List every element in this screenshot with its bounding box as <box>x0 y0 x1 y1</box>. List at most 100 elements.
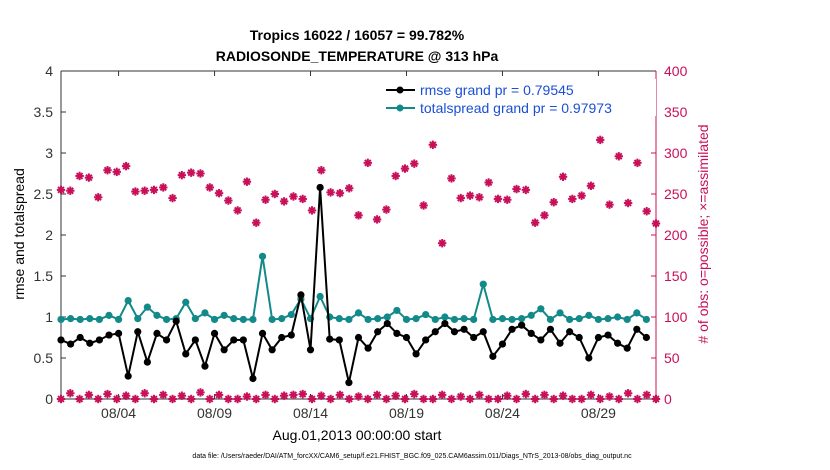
obs-assimilated-marker <box>512 394 521 404</box>
obs-possible-marker <box>289 192 298 201</box>
obs-assimilated-marker <box>149 394 159 404</box>
obs-assimilated-marker <box>475 390 484 400</box>
totalspread-point <box>604 315 612 323</box>
y-right-tick-label: 300 <box>664 145 688 161</box>
obs-possible-marker <box>131 187 140 196</box>
obs-possible-marker <box>279 197 289 206</box>
rmse-point <box>537 336 545 344</box>
obs-assimilated-marker <box>642 390 651 400</box>
obs-assimilated-marker <box>214 390 224 400</box>
obs-possible-marker <box>465 191 475 200</box>
totalspread-point <box>364 315 372 324</box>
rmse-point <box>623 344 631 352</box>
totalspread-point <box>124 297 132 305</box>
rmse-point <box>210 329 219 337</box>
series-layer <box>56 135 661 404</box>
rmse-point <box>249 374 257 383</box>
obs-assimilated-marker <box>363 394 372 404</box>
obs-possible-marker <box>577 191 586 200</box>
obs-possible-marker <box>196 169 205 178</box>
obs-possible-marker <box>121 161 131 171</box>
obs-possible-marker <box>540 211 549 220</box>
obs-possible-marker <box>75 171 84 181</box>
obs-possible-marker <box>103 166 112 175</box>
totalspread-point <box>642 315 651 324</box>
rmse-point <box>105 331 113 339</box>
rmse-point <box>297 291 305 299</box>
totalspread-point <box>374 315 382 323</box>
y-left-tick-label: 0 <box>45 391 53 407</box>
obs-possible-marker <box>56 185 66 195</box>
rmse-point <box>124 372 132 380</box>
obs-assimilated-marker <box>558 391 568 400</box>
rmse-point <box>57 336 65 344</box>
obs-possible-marker <box>252 218 261 227</box>
y-left-tick-label: 2 <box>45 227 53 243</box>
obs-assimilated-marker <box>540 390 549 400</box>
obs-possible-marker <box>596 135 605 145</box>
obs-possible-marker <box>84 173 94 182</box>
legend-rmse-marker <box>396 86 404 94</box>
obs-possible-marker <box>568 194 577 204</box>
totalspread-point <box>86 315 94 323</box>
obs-possible-marker <box>261 195 270 204</box>
obs-possible-marker <box>530 218 540 227</box>
obs-possible-marker <box>168 193 177 203</box>
obs-assimilated-marker <box>307 394 317 404</box>
totalspread-point <box>134 315 142 323</box>
y-left-tick-label: 2.5 <box>34 186 54 202</box>
obs-assimilated-marker <box>530 394 540 404</box>
chart-title-line2: RADIOSONDE_TEMPERATURE @ 313 hPa <box>216 48 499 64</box>
totalspread-point <box>518 315 526 323</box>
obs-assimilated-marker <box>279 391 289 400</box>
chart-title-line1: Tropics 16022 / 16057 = 99.782% <box>250 27 465 43</box>
y-axis-label-right: # of obs: o=possible; ×=assimilated <box>695 124 711 343</box>
rmse-point <box>460 325 468 333</box>
obs-possible-marker <box>345 184 354 193</box>
rmse-point <box>287 331 295 339</box>
totalspread-point <box>566 315 574 324</box>
totalspread-point <box>614 313 622 321</box>
obs-possible-marker <box>503 195 512 204</box>
obs-assimilated-marker <box>177 391 187 400</box>
totalspread-point <box>402 315 411 324</box>
rmse-point <box>278 333 286 342</box>
obs-assimilated-marker <box>103 389 112 399</box>
obs-assimilated-marker <box>456 392 465 401</box>
totalspread-point <box>479 280 487 288</box>
totalspread-point <box>114 315 123 324</box>
y-right-tick-label: 200 <box>664 227 688 243</box>
rmse-point <box>95 336 103 344</box>
totalspread-point <box>441 313 449 321</box>
rmse-point <box>402 333 411 342</box>
obs-assimilated-marker <box>382 394 391 404</box>
obs-possible-marker <box>372 215 382 224</box>
obs-possible-marker <box>493 194 503 204</box>
obs-possible-marker <box>159 183 168 192</box>
rmse-point <box>604 331 612 339</box>
rmse-point <box>642 333 651 342</box>
y-right-tick-label: 100 <box>664 309 688 325</box>
totalspread-point <box>546 315 555 324</box>
totalspread-point <box>498 315 507 323</box>
obs-assimilated-marker <box>400 394 410 404</box>
totalspread-point <box>76 315 84 324</box>
obs-assimilated-marker <box>56 394 66 404</box>
totalspread-point <box>278 315 286 323</box>
totalspread-point <box>258 252 267 260</box>
totalspread-point <box>556 309 564 317</box>
obs-assimilated-marker <box>159 390 168 400</box>
obs-assimilated-marker <box>586 390 596 400</box>
obs-assimilated-marker <box>93 394 103 404</box>
rmse-point <box>220 346 228 354</box>
rmse-point <box>326 335 334 343</box>
rmse-point <box>479 328 487 336</box>
obs-possible-marker <box>391 171 400 181</box>
plot-axes: 08/04 08/09 08/14 08/19 08/24 08/29 0 0.5 1 1.5 2 2… <box>34 63 688 421</box>
totalspread-point <box>335 315 343 323</box>
obs-possible-marker <box>66 186 75 195</box>
obs-possible-marker <box>224 196 233 205</box>
legend-spread-marker <box>396 104 404 112</box>
obs-possible-marker <box>475 193 484 202</box>
rmse-point <box>86 339 94 347</box>
